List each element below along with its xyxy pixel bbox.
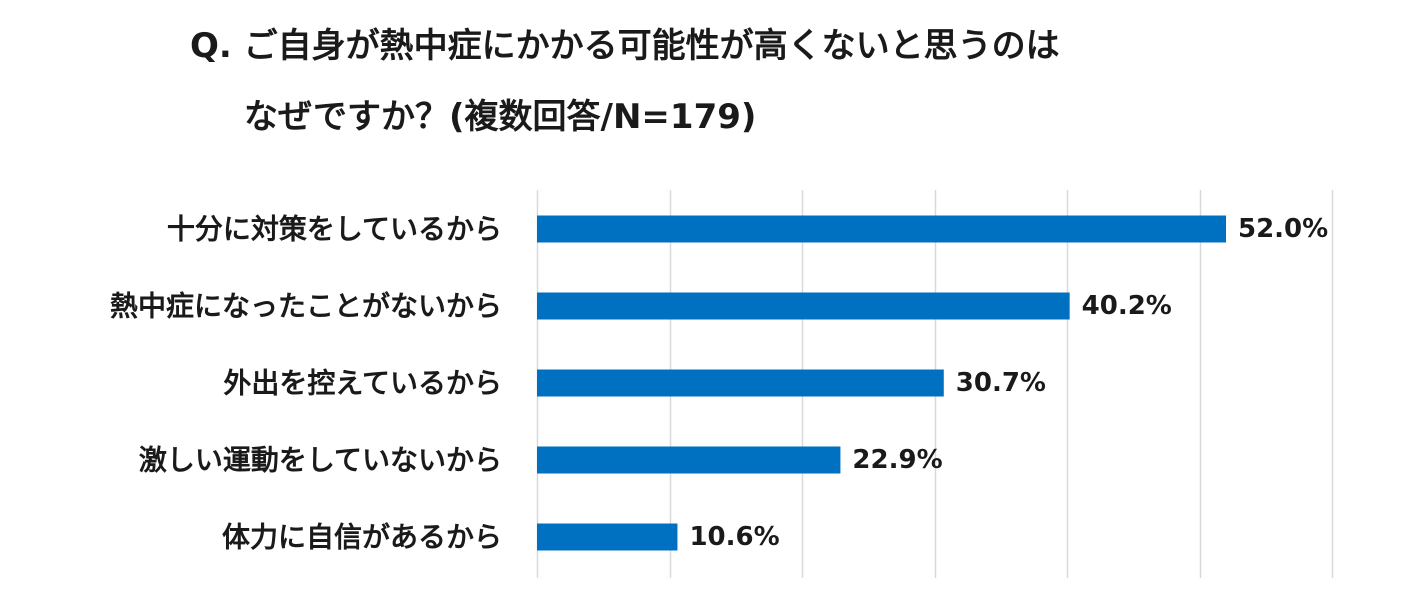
bar xyxy=(537,446,841,474)
chart-title-line-2: なぜですか？(複数回答/N=179) xyxy=(244,97,757,137)
chart-title-line-1: Q. ご自身が熱中症にかかる可能性が高くないと思うのは xyxy=(190,26,1060,66)
data-label: 40.2% xyxy=(1082,291,1172,321)
bar xyxy=(537,215,1226,243)
data-label: 22.9% xyxy=(852,445,942,475)
category-label: 十分に対策をしているから xyxy=(167,213,502,246)
category-label: 激しい運動をしていないから xyxy=(139,444,502,477)
data-label: 52.0% xyxy=(1238,214,1328,244)
category-label: 体力に自信があるから xyxy=(222,521,502,554)
bar xyxy=(537,369,944,397)
category-label: 外出を控えているから xyxy=(223,367,502,400)
category-label: 熱中症になったことがないから xyxy=(110,290,502,323)
data-label: 10.6% xyxy=(689,522,779,552)
data-label: 30.7% xyxy=(956,368,1046,398)
bar xyxy=(537,523,678,551)
bar xyxy=(537,292,1070,320)
